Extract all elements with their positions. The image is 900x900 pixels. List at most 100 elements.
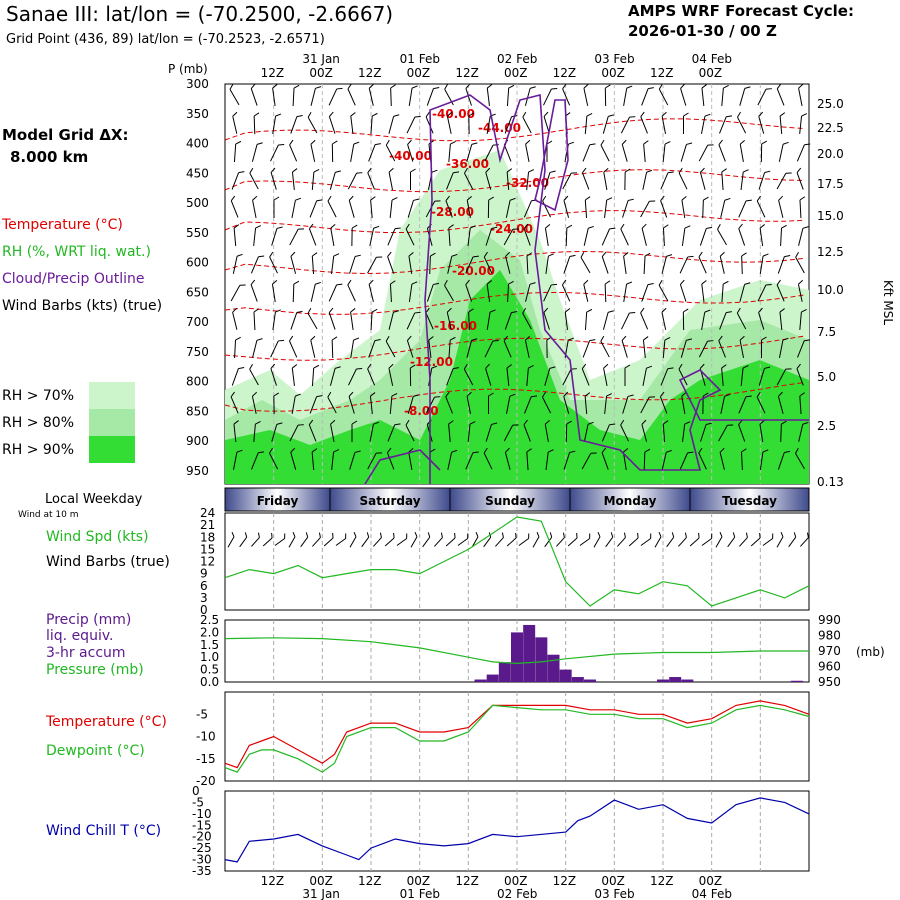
- wind-barb: [779, 112, 786, 135]
- wind-barb: [565, 224, 573, 247]
- wind-barb-flag: [563, 391, 569, 397]
- wind-barb-flag: [512, 424, 519, 426]
- wind-barb-flag: [736, 307, 741, 314]
- wind-barb-flag: [313, 364, 320, 369]
- wind-barb-staff: [563, 200, 570, 218]
- wind-barb-flag: [644, 448, 651, 453]
- wind-barb-flag: [609, 227, 616, 230]
- wind-barb-staff: [271, 284, 276, 302]
- wind-barb-flag: [388, 167, 394, 173]
- legend-rh70: RH > 70%: [2, 388, 75, 404]
- legend-temperature: Temperature (°C): [2, 217, 123, 233]
- surface-wind-barb: [506, 532, 517, 547]
- local-weekday-label: Local Weekday: [45, 492, 143, 507]
- wind-barb-flag: [370, 196, 376, 201]
- wind-barb: [370, 308, 378, 331]
- wind-barb-flag: [330, 419, 336, 425]
- wind-barb: [291, 168, 298, 191]
- wind-barb-staff: [253, 311, 256, 331]
- wind-barb: [584, 196, 591, 219]
- wind-barb-flag: [310, 335, 316, 341]
- wind-barb: [581, 452, 597, 470]
- wind-barb: [311, 448, 318, 471]
- wind-barb: [524, 86, 536, 106]
- wind-barb: [601, 447, 609, 470]
- wind-barb: [624, 168, 631, 191]
- temperature-line: [224, 700, 810, 769]
- wind-barb-staff: [311, 255, 315, 275]
- wind-barb-flag: [660, 195, 665, 201]
- wind-barb-flag: [463, 363, 468, 370]
- wind-barb: [582, 339, 596, 358]
- wind-barb-staff: [739, 284, 746, 302]
- wind-barb-flag: [725, 311, 732, 314]
- wind-barb: [740, 448, 747, 471]
- grid-point: Grid Point (436, 89) lat/lon = (-70.2523…: [6, 32, 325, 47]
- wind-barb: [526, 365, 534, 387]
- pressure-tick-label: 970: [818, 644, 841, 658]
- wind-barb-staff: [466, 200, 471, 218]
- wind-barb: [620, 116, 636, 134]
- surface-wind-barb-staff: [727, 536, 736, 548]
- wind-barb-flag: [551, 283, 558, 286]
- wind-barb: [662, 224, 669, 247]
- wind-barb: [252, 195, 258, 218]
- label-temperature: Temperature (°C): [46, 714, 167, 730]
- wind-barb-staff: [779, 312, 783, 331]
- surface-wind-barb: [373, 532, 382, 547]
- wind-barb-flag: [581, 363, 587, 370]
- wind-barb-staff: [719, 256, 725, 274]
- wind-barb-flag: [717, 223, 721, 230]
- wind-barb-staff: [601, 452, 609, 470]
- day-label: Tuesday: [722, 494, 777, 508]
- wind-barb-staff: [525, 284, 531, 302]
- wind-barb-flag: [278, 339, 285, 342]
- surface-wind-barb: [262, 532, 273, 547]
- wind-barb-staff: [777, 256, 785, 274]
- wind-barb: [386, 447, 395, 470]
- wind-barb-staff: [232, 452, 238, 470]
- wind-barb-flag: [371, 112, 378, 117]
- wind-barb: [602, 310, 614, 330]
- wind-barb-staff: [311, 367, 315, 387]
- wind-barb-staff: [660, 200, 668, 218]
- wind-barb-flag: [739, 335, 745, 341]
- wind-barb: [488, 392, 494, 414]
- rh80-swatch: [89, 409, 135, 436]
- wind-barb-flag: [232, 307, 238, 313]
- surface-wind-barb: [323, 532, 334, 547]
- wind-barb-staff: [310, 88, 316, 106]
- wind-barb-staff: [367, 172, 375, 190]
- wind-barb-flag: [626, 85, 633, 89]
- wind-barb-staff: [271, 228, 278, 246]
- wind-barb: [797, 279, 804, 302]
- surface-wind-barb: [593, 532, 601, 548]
- wind-barb-staff: [524, 340, 530, 358]
- surface-wind-barb: [556, 532, 565, 547]
- wind-barb-flag: [230, 391, 235, 398]
- wind-barb: [328, 307, 336, 330]
- wind-barb-flag: [606, 197, 613, 201]
- wind-barb-staff: [780, 227, 783, 247]
- wind-barb-flag: [525, 335, 531, 341]
- wind-barb-flag: [798, 83, 804, 89]
- wind-barb-staff: [776, 284, 785, 302]
- wind-barb: [328, 283, 343, 302]
- wind-barb-flag: [258, 451, 265, 454]
- wind-barb-staff: [602, 116, 609, 134]
- wind-barb-flag: [543, 307, 549, 313]
- wind-barb: [604, 197, 613, 219]
- wind-barb-staff: [759, 228, 764, 246]
- wind-barb: [564, 308, 571, 331]
- wind-barb: [562, 172, 578, 190]
- windchill-tick-label: -25: [192, 841, 212, 855]
- wind-barb-staff: [310, 284, 316, 302]
- wind-barb-flag: [313, 169, 320, 173]
- top-hour-label: 00Z: [504, 66, 528, 80]
- wind-barb: [250, 83, 258, 106]
- surface-wind-barb-flag: [406, 533, 408, 539]
- bottom-hour-label: 00Z: [407, 874, 431, 888]
- wind-barb-staff: [486, 284, 491, 302]
- wind-barb-flag: [766, 88, 772, 90]
- wind-barb: [679, 279, 687, 302]
